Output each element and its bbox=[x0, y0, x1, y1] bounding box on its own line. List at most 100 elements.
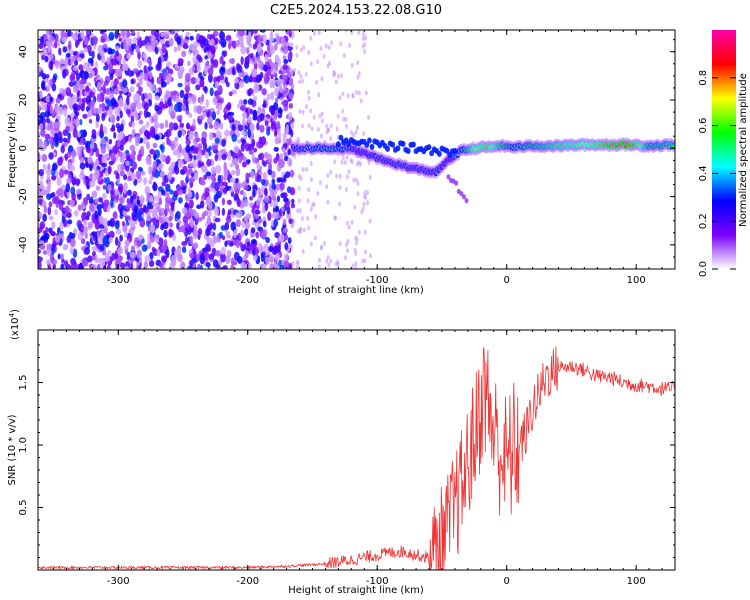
noise-speckle bbox=[354, 265, 358, 269]
noise-speckle bbox=[288, 218, 293, 224]
noise-speckle bbox=[235, 39, 240, 47]
noise-speckle bbox=[129, 222, 136, 228]
noise-speckle bbox=[235, 239, 240, 249]
noise-speckle bbox=[56, 227, 61, 234]
noise-speckle bbox=[138, 195, 145, 205]
noise-speckle bbox=[200, 93, 205, 103]
noise-speckle bbox=[207, 67, 214, 76]
noise-speckle bbox=[163, 103, 169, 109]
noise-speckle bbox=[220, 252, 226, 263]
noise-speckle bbox=[110, 127, 116, 132]
noise-speckle bbox=[195, 253, 200, 262]
noise-speckle bbox=[220, 187, 225, 193]
noise-speckle bbox=[317, 30, 321, 36]
noise-speckle bbox=[145, 121, 150, 128]
noise-speckle bbox=[264, 194, 270, 204]
noise-speckle bbox=[145, 141, 150, 150]
noise-speckle bbox=[109, 73, 114, 81]
noise-speckle bbox=[267, 155, 273, 165]
noise-speckle bbox=[213, 121, 220, 131]
noise-speckle bbox=[89, 180, 96, 188]
noise-speckle bbox=[229, 66, 233, 75]
colorbar-tick-label: 0.4 bbox=[698, 165, 709, 181]
noise-speckle bbox=[182, 104, 187, 112]
noise-speckle bbox=[38, 71, 44, 76]
noise-speckle bbox=[252, 254, 258, 261]
noise-speckle bbox=[281, 42, 285, 48]
noise-speckle bbox=[335, 173, 339, 179]
noise-speckle bbox=[99, 129, 104, 139]
noise-speckle bbox=[154, 46, 159, 55]
noise-speckle bbox=[344, 30, 348, 33]
y-tick-label: 1.0 bbox=[18, 437, 29, 453]
noise-speckle bbox=[304, 103, 308, 109]
noise-speckle bbox=[122, 210, 128, 216]
svg-text:(x104): (x104) bbox=[8, 309, 21, 340]
noise-speckle bbox=[66, 138, 71, 144]
noise-speckle bbox=[110, 198, 114, 208]
noise-speckle bbox=[240, 229, 245, 238]
noise-speckle bbox=[125, 265, 129, 269]
noise-speckle bbox=[338, 185, 342, 191]
noise-speckle bbox=[196, 66, 201, 73]
noise-speckle bbox=[258, 218, 263, 224]
noise-speckle bbox=[282, 136, 287, 144]
noise-speckle bbox=[180, 179, 185, 187]
noise-speckle bbox=[289, 169, 295, 178]
noise-speckle bbox=[87, 156, 93, 164]
noise-speckle bbox=[69, 165, 76, 172]
noise-speckle bbox=[357, 229, 361, 235]
noise-speckle bbox=[327, 127, 331, 133]
noise-speckle bbox=[251, 57, 256, 62]
noise-speckle bbox=[84, 157, 88, 162]
noise-speckle bbox=[174, 136, 179, 142]
noise-speckle bbox=[96, 203, 103, 210]
noise-speckle bbox=[197, 150, 202, 159]
noise-speckle bbox=[219, 31, 226, 41]
noise-speckle bbox=[266, 128, 271, 136]
noise-speckle bbox=[274, 97, 279, 103]
noise-speckle bbox=[282, 197, 289, 203]
noise-speckle bbox=[103, 125, 108, 135]
noise-speckle bbox=[256, 55, 261, 63]
noise-speckle bbox=[113, 132, 117, 139]
noise-speckle bbox=[282, 90, 287, 98]
noise-speckle bbox=[227, 42, 232, 50]
noise-speckle bbox=[225, 230, 230, 239]
noise-speckle bbox=[64, 205, 70, 215]
noise-speckle bbox=[104, 253, 111, 262]
noise-speckle bbox=[271, 178, 276, 185]
noise-speckle bbox=[153, 153, 157, 161]
noise-speckle bbox=[186, 169, 190, 179]
noise-speckle bbox=[249, 196, 253, 201]
noise-speckle bbox=[256, 174, 262, 183]
noise-speckle bbox=[261, 230, 267, 240]
noise-speckle bbox=[247, 87, 254, 95]
noise-speckle bbox=[246, 37, 252, 42]
noise-speckle bbox=[150, 30, 155, 36]
noise-speckle bbox=[249, 108, 253, 115]
noise-speckle bbox=[236, 103, 242, 109]
noise-speckle bbox=[282, 45, 289, 55]
noise-speckle bbox=[117, 246, 124, 255]
noise-speckle bbox=[136, 153, 142, 162]
noise-speckle bbox=[268, 162, 273, 172]
noise-speckle bbox=[55, 234, 61, 243]
signal-branch bbox=[400, 140, 406, 147]
noise-speckle bbox=[50, 247, 55, 256]
noise-speckle bbox=[136, 199, 141, 206]
noise-speckle bbox=[84, 160, 89, 167]
noise-speckle bbox=[288, 78, 294, 86]
noise-speckle bbox=[307, 187, 311, 193]
noise-speckle bbox=[348, 42, 352, 48]
noise-speckle bbox=[172, 122, 179, 131]
noise-speckle bbox=[194, 211, 200, 219]
noise-speckle bbox=[224, 129, 230, 137]
noise-speckle bbox=[208, 116, 213, 124]
noise-speckle bbox=[344, 116, 348, 122]
noise-speckle bbox=[184, 221, 189, 229]
signal-branch bbox=[338, 134, 344, 141]
noise-speckle bbox=[238, 156, 243, 164]
noise-speckle bbox=[125, 204, 131, 210]
noise-speckle bbox=[205, 243, 211, 252]
